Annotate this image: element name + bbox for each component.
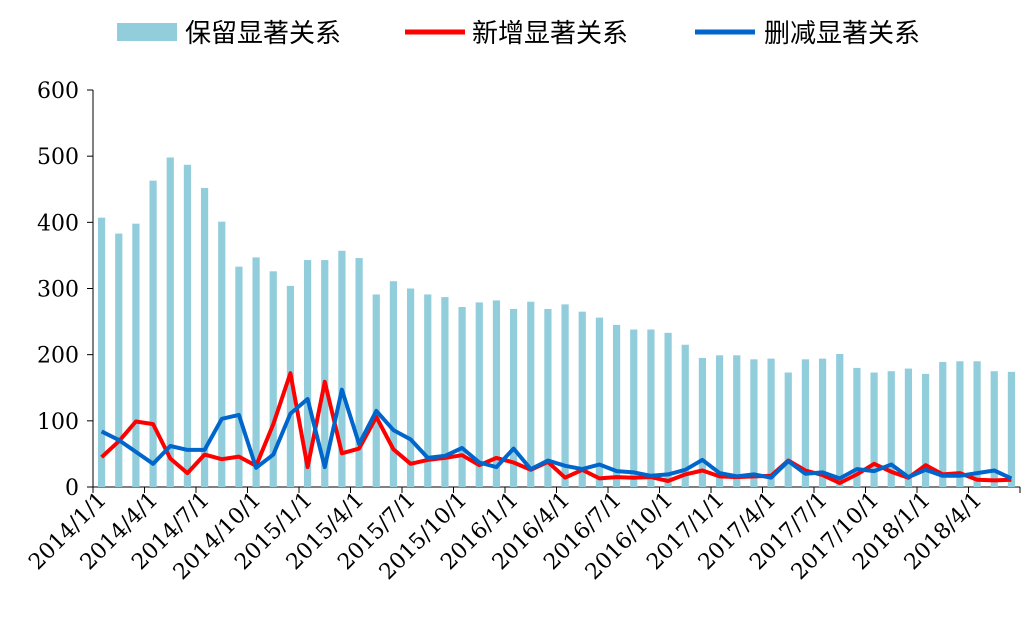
bar (372, 294, 380, 487)
x-axis-ticks: 2014/1/12014/4/12014/7/12014/10/12015/1/… (24, 487, 1021, 585)
bar (715, 355, 724, 487)
bar (767, 358, 775, 487)
bar (183, 164, 192, 488)
bar (853, 367, 861, 487)
bar (441, 297, 449, 487)
y-tick-label: 400 (37, 211, 79, 236)
bar (698, 357, 707, 487)
bar (887, 371, 895, 487)
bar (630, 329, 638, 487)
legend-label-added: 新增显著关系 (472, 19, 628, 49)
bar (973, 361, 981, 487)
bar (115, 233, 123, 487)
bar (235, 266, 243, 487)
bar (870, 372, 878, 487)
bar (612, 324, 621, 487)
bar-series (97, 157, 1016, 488)
bar (509, 309, 518, 487)
bar (132, 223, 140, 487)
bar (681, 344, 689, 487)
bar (286, 285, 295, 487)
bar (252, 257, 260, 487)
bar (338, 250, 346, 487)
bar (527, 301, 535, 487)
bar (664, 332, 672, 487)
bar (595, 317, 604, 487)
bar (921, 373, 930, 487)
bar (269, 271, 277, 487)
bar (561, 304, 569, 487)
bar (355, 258, 363, 487)
bar (578, 311, 586, 487)
line-series (100, 371, 1013, 485)
legend: 保留显著关系 新增显著关系 删减显著关系 (117, 19, 920, 49)
bar (321, 260, 329, 487)
bar (475, 302, 483, 487)
y-tick-label: 500 (37, 145, 79, 170)
y-tick-label: 200 (37, 344, 79, 369)
bar (200, 187, 209, 487)
bar (818, 358, 827, 487)
bar (389, 281, 398, 487)
bar (149, 180, 157, 488)
bar (544, 309, 552, 487)
y-tick-label: 0 (65, 476, 79, 501)
bar (647, 329, 655, 487)
bar (424, 294, 432, 487)
bar (733, 355, 741, 487)
y-axis-ticks: 0 100 200 300 400 500 600 (37, 79, 93, 501)
bar (784, 372, 792, 487)
line-series-2 (100, 387, 1013, 481)
bar (218, 221, 226, 487)
bar (836, 354, 844, 487)
legend-swatch-retained (117, 23, 177, 41)
bar (1007, 371, 1016, 487)
bar (303, 260, 312, 487)
axes (92, 90, 1020, 488)
bar (458, 307, 466, 487)
y-tick-label: 300 (37, 278, 79, 303)
bar (801, 359, 810, 487)
bar (750, 359, 758, 487)
bar (990, 371, 998, 487)
bar (939, 361, 947, 487)
bar (97, 217, 106, 487)
legend-label-retained: 保留显著关系 (185, 19, 341, 49)
bar (406, 288, 415, 487)
bar (956, 361, 964, 487)
y-tick-label: 100 (37, 410, 79, 435)
y-tick-label: 600 (37, 79, 79, 104)
bar (492, 300, 501, 487)
bar (904, 368, 913, 487)
bar (166, 157, 174, 488)
legend-label-removed: 删减显著关系 (764, 19, 920, 49)
